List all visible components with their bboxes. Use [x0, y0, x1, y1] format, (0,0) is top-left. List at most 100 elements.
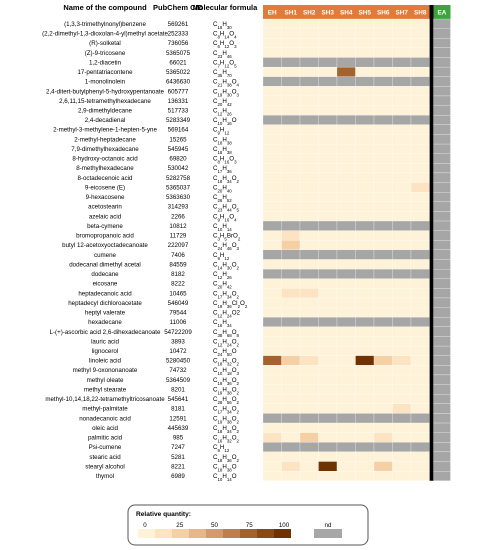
heat-cell [410, 66, 430, 77]
heat-cell [410, 384, 430, 395]
heat-cell [392, 461, 412, 472]
heat-cell [336, 355, 356, 366]
heat-cell [373, 336, 393, 347]
compound-cid: 74732 [169, 367, 187, 374]
heat-cell [262, 76, 282, 87]
heat-cell [262, 413, 282, 424]
heat-cell [392, 374, 412, 385]
heat-cell [299, 384, 319, 395]
compound-cid: 5365075 [166, 50, 191, 57]
heat-cell [410, 336, 430, 347]
heat-cell [281, 124, 301, 135]
heat-cell [281, 86, 301, 97]
heat-cell [410, 471, 430, 481]
compound-cid: 6989 [171, 473, 185, 480]
legend-swatch [138, 529, 155, 538]
heat-cell [373, 172, 393, 183]
heat-cell [318, 182, 338, 193]
heat-cell [336, 220, 356, 231]
heat-cell [392, 394, 412, 404]
heat-cell [433, 365, 451, 376]
heat-cell [392, 432, 412, 443]
legend-tick: 50 [211, 522, 218, 529]
heat-cell [318, 143, 338, 154]
heat-cell [373, 297, 393, 308]
heat-cell [373, 451, 393, 462]
heat-cell [355, 134, 375, 145]
compound-name: 9-eicosene (E) [85, 184, 125, 191]
compound-name: stearyl alcohol [85, 463, 125, 470]
heat-cell [433, 451, 451, 462]
heat-cell [433, 230, 451, 241]
heat-cell [392, 220, 412, 231]
compound-name: stearic acid [89, 454, 121, 461]
column-header-sh6: SH6 [377, 10, 390, 17]
heat-cell [433, 297, 451, 308]
heat-cell [373, 403, 393, 414]
heat-cell [433, 182, 451, 193]
heat-cell [355, 345, 375, 356]
compound-cid: 5365037 [166, 184, 191, 191]
heat-cell [318, 259, 338, 270]
compound-name: 8-octadecenoic acid [77, 175, 133, 182]
heat-cell [299, 220, 319, 231]
heat-cell [262, 268, 282, 279]
compound-name: cumene [94, 252, 117, 259]
heat-cell [318, 288, 338, 299]
heat-cell [336, 432, 356, 443]
heat-cell [410, 278, 430, 289]
heat-cell [392, 18, 412, 29]
heat-cell [336, 66, 356, 77]
heat-cell [433, 86, 451, 97]
legend-nd-swatch [314, 529, 342, 538]
heat-cell [392, 66, 412, 77]
compound-cid: 6436630 [166, 79, 191, 86]
compound-formula: C3H5BrO2 [213, 233, 241, 242]
heat-cell [410, 163, 430, 174]
heat-cell [355, 28, 375, 39]
heat-cell [318, 403, 338, 414]
heat-cell [318, 394, 338, 404]
legend-swatch [155, 529, 172, 538]
compound-cid: 5283349 [166, 117, 191, 124]
heat-cell [336, 57, 356, 68]
compound-cid: 546049 [168, 300, 189, 307]
heat-cell [299, 38, 319, 48]
heat-cell [410, 28, 430, 39]
heat-cell [336, 278, 356, 289]
heat-cell [410, 345, 430, 356]
heat-cell [392, 134, 412, 145]
heat-cell [318, 268, 338, 279]
heat-cell [373, 268, 393, 279]
heat-cell [318, 38, 338, 48]
heat-cell [355, 192, 375, 202]
heat-cell [299, 95, 319, 106]
heat-cell [318, 307, 338, 318]
heat-cell [355, 182, 375, 193]
heat-cell [299, 47, 319, 58]
heat-cell [392, 365, 412, 376]
compound-formula: C26H52 [213, 194, 232, 203]
heat-cell [433, 211, 451, 222]
heat-cell [281, 38, 301, 48]
heat-cell [336, 268, 356, 279]
compound-formula: C18H36O2 [213, 454, 240, 463]
heat-cell [318, 153, 338, 164]
compound-name: linoleic acid [89, 358, 122, 365]
heat-cell [392, 86, 412, 97]
heat-cell [355, 230, 375, 241]
heat-cell [433, 384, 451, 395]
heat-cell [373, 230, 393, 241]
heat-cell [433, 326, 451, 337]
heat-cell [410, 451, 430, 462]
heat-cell [299, 307, 319, 318]
compound-name: 1,2-diacetin [89, 59, 122, 66]
heat-cell [299, 134, 319, 145]
heat-cell [318, 413, 338, 424]
compound-formula: C8H14O4 [213, 31, 237, 40]
heat-cell [433, 307, 451, 318]
compound-cid: 7247 [171, 444, 185, 451]
heat-cell [262, 336, 282, 347]
heat-cell [281, 317, 301, 327]
heat-cell [355, 259, 375, 270]
